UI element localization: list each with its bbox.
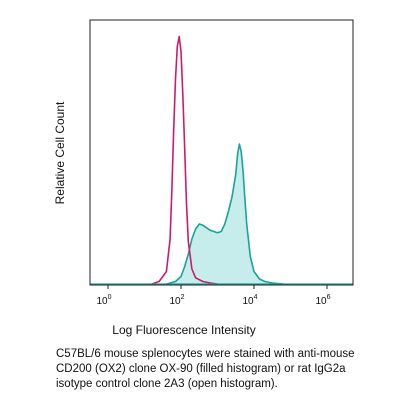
plot-frame — [89, 19, 354, 286]
series-1-line — [151, 35, 218, 285]
series-layer — [90, 35, 353, 285]
x-tick-labels: 100 102 104 106 — [96, 285, 331, 307]
series-0-fill — [166, 144, 284, 284]
x-tick-label: 104 — [242, 294, 257, 307]
x-axis-label: Log Fluorescence Intensity — [112, 323, 255, 337]
series-0-line — [166, 143, 284, 285]
x-tick-label: 106 — [315, 294, 330, 307]
figure-caption: C57BL/6 mouse splenocytes were stained w… — [56, 348, 355, 390]
x-tick-label: 100 — [96, 294, 111, 307]
x-tick-label: 102 — [169, 294, 184, 307]
y-axis-label: Relative Cell Count — [53, 101, 67, 204]
